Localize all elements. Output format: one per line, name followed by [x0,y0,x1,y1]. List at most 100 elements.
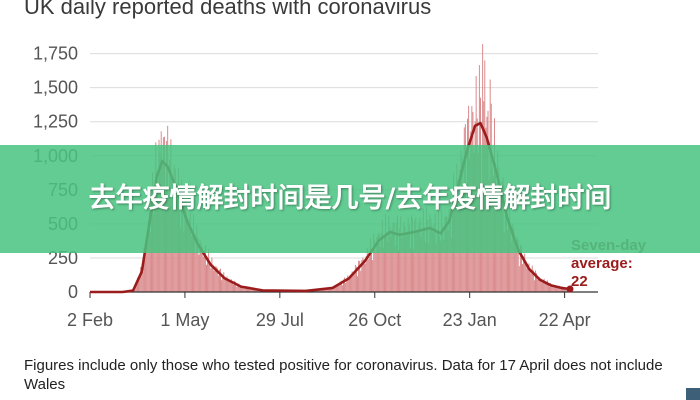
daily-bar [424,242,426,292]
daily-bar [511,241,513,292]
daily-bar [512,224,514,292]
daily-bar [350,273,352,292]
daily-bar [402,236,404,292]
daily-bar [379,247,381,292]
daily-bar [319,290,321,292]
daily-bar [369,238,371,292]
daily-bar [372,260,374,292]
daily-bar [423,226,425,292]
daily-bar [326,289,328,292]
daily-bar [391,228,393,292]
daily-bar [348,278,350,292]
daily-bar [408,224,410,292]
daily-bar [355,266,357,292]
daily-bar [238,283,240,292]
daily-bar [390,236,392,292]
daily-bar [223,272,225,292]
daily-bar [438,236,440,292]
x-tick-label: 29 Jul [256,310,304,330]
daily-bar [193,214,195,292]
daily-bar [239,286,241,292]
daily-bar [214,266,216,292]
chart-title: UK daily reported deaths with coronaviru… [24,0,432,19]
daily-bar [347,275,349,292]
daily-bar [446,216,448,292]
daily-bar [523,256,525,292]
y-tick-label: 1,750 [33,44,78,64]
daily-bar [213,270,215,292]
daily-bar [412,217,414,292]
x-tick-label: 2 Feb [67,310,113,330]
daily-bar [211,257,213,292]
daily-bar [229,280,231,292]
daily-bar [225,279,227,292]
daily-bar [149,232,151,292]
daily-bar [400,215,402,292]
daily-bar [508,221,510,292]
daily-bar [401,237,403,292]
daily-bar [417,231,419,292]
daily-bar [250,287,252,292]
daily-bar [210,268,212,292]
daily-bar [353,274,355,292]
daily-bar [221,280,223,292]
daily-bar [556,287,558,292]
daily-bar [537,279,539,292]
daily-bar [530,273,532,292]
daily-bar [215,266,217,292]
daily-bar [147,221,149,292]
daily-bar [560,287,562,292]
daily-bar [224,279,226,292]
daily-bar [325,287,327,292]
daily-bar [404,226,406,292]
daily-bar [142,271,144,292]
daily-bar [534,270,536,292]
daily-bar [409,247,411,292]
daily-bar [396,215,398,292]
daily-bar [336,284,338,292]
daily-bar [377,234,379,292]
daily-bar [228,281,230,292]
daily-bar [186,219,188,292]
daily-bar [339,281,341,292]
overlay-banner: 去年疫情解封时间是几号/去年疫情解封时间 [0,145,700,253]
daily-bar [410,215,412,292]
daily-bar [180,227,182,292]
daily-bar [525,261,527,292]
daily-bar [515,247,517,292]
daily-bar [430,218,432,292]
daily-bar [216,267,218,292]
daily-bar [433,222,435,292]
daily-bar [366,247,368,292]
daily-bar [198,254,200,292]
daily-bar [240,286,242,292]
daily-bar [376,236,378,292]
daily-bar [337,284,339,292]
daily-bar [241,285,243,292]
daily-bar [364,263,366,292]
daily-bar [236,286,238,292]
daily-bar [528,263,530,292]
daily-bar [187,226,189,292]
daily-bar [206,264,207,292]
daily-bar [212,264,214,292]
y-tick-label: 1,500 [33,78,78,98]
daily-bar [420,236,422,292]
daily-bar [557,286,559,292]
daily-bar [135,282,137,292]
daily-bar [529,269,531,292]
daily-bar [558,285,560,292]
daily-bar [403,222,405,292]
daily-bar [513,228,515,292]
daily-bar [539,277,541,292]
y-tick-label: 1,250 [33,112,78,132]
daily-bar [334,287,336,292]
daily-bar [361,259,363,292]
daily-bar [419,217,421,292]
daily-bar [324,288,326,292]
daily-bar [251,289,253,292]
daily-bar [540,278,542,292]
daily-bar [514,237,516,292]
daily-bar [428,243,430,292]
daily-bar [144,245,146,292]
